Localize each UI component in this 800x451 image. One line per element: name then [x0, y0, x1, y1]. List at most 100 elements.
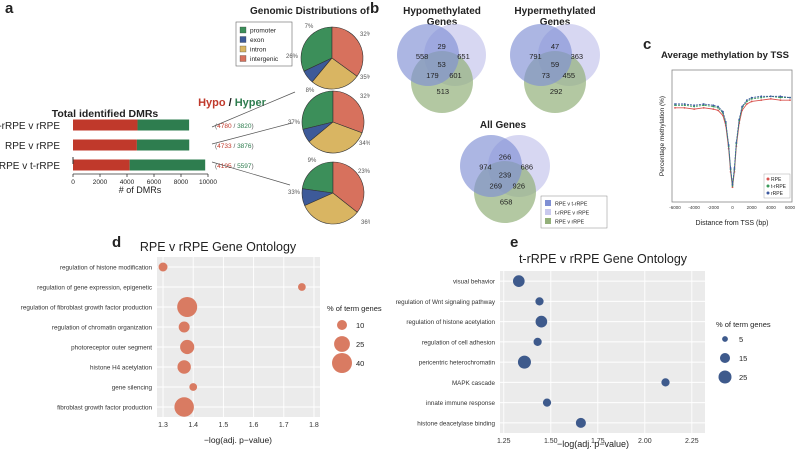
pie-legend-swatch	[239, 45, 247, 53]
go-dot	[178, 321, 190, 333]
pie-slice-label: 35%	[360, 75, 370, 81]
go-e-group: 1.25 1.50 1.75 2.00 2.25 visual behavior regul…	[396, 271, 747, 445]
pie-slice	[308, 121, 363, 154]
line-point	[789, 96, 791, 99]
go-x-tick-label: 1.6	[249, 422, 259, 429]
go-term-label: regulation of histone acetylation	[406, 319, 495, 326]
go-term-label: fibroblast growth factor production	[57, 405, 152, 412]
pie-legend-label: intergenic	[250, 56, 279, 63]
bar-x-tick-label: 6000	[147, 179, 162, 186]
venn-region-count: 658	[500, 198, 513, 207]
panel-label-a: a	[5, 0, 14, 17]
pie-slice	[301, 161, 334, 194]
venn-legend-label: RPE v t-rRPE	[555, 202, 588, 208]
venn-legend-swatch	[545, 200, 551, 206]
go-x-tick-label: 1.5	[219, 422, 229, 429]
panel-label-b: b	[370, 0, 380, 17]
line-point	[769, 97, 772, 100]
go-dot	[542, 398, 552, 407]
line-point	[702, 104, 705, 107]
pie-slice-label: 8%	[306, 88, 315, 94]
venn-region-count: 558	[416, 52, 429, 61]
bar-count-paren: (	[215, 163, 218, 170]
venn-region-count: 266	[499, 153, 512, 162]
pie-slice-label: 7%	[305, 24, 314, 30]
bar-x-tick-label: 2000	[93, 179, 108, 186]
line-group: -6000 -4000 -2000 0 2000 4000 6000 RPEt-rRPErRP…	[669, 95, 796, 210]
venn-legend-box	[540, 195, 608, 229]
line-point	[779, 96, 782, 99]
line-point	[683, 104, 686, 107]
line-x-tick-label: 4000	[766, 205, 777, 210]
line-point	[750, 97, 753, 100]
pie-slice	[301, 90, 334, 130]
bar-count-label: (4780 / 3820)	[215, 123, 254, 130]
bar-count-sep: /	[232, 163, 237, 170]
go-size-legend-dot	[722, 336, 728, 342]
pie-slice-label: 32%	[360, 94, 370, 100]
venn-region-count: 292	[550, 87, 563, 96]
pie-slice	[332, 161, 365, 213]
go-e-size-legend-title: % of term genes	[716, 320, 771, 329]
bar-category-label: RPE v rRPE	[5, 141, 60, 152]
line-x-tick-label: -6000	[669, 205, 681, 210]
line-x-tick-label: 0	[731, 205, 734, 210]
line-point	[683, 103, 686, 105]
venn-region-count: 59	[551, 60, 559, 69]
go-term-label: photoreceptor outer segment	[71, 345, 152, 352]
go-d-size-legend-title: % of term genes	[327, 304, 382, 313]
venn-title: Hypermethylated	[514, 6, 595, 17]
line-point	[712, 104, 715, 107]
go-x-tick-label: 1.7	[279, 422, 289, 429]
venn-region-count: 179	[426, 71, 439, 80]
go-x-tick-label: 1.75	[591, 438, 605, 445]
line-point	[674, 103, 676, 105]
go-size-legend-dot	[719, 352, 731, 364]
pie-connector	[211, 122, 293, 145]
line-x-tick-label: -4000	[688, 205, 700, 210]
bar-count-sep: /	[232, 143, 237, 150]
venn-region-count: 363	[571, 52, 584, 61]
go-term-label: histone deacetylase binding	[417, 420, 495, 427]
line-chart-title: Average methylation by TSS	[661, 50, 789, 61]
line-point	[717, 105, 720, 108]
line-point	[745, 103, 748, 105]
line-point	[693, 108, 696, 111]
go-dot	[517, 355, 531, 369]
go-dot	[177, 297, 198, 317]
venn-region-count: 239	[499, 171, 512, 180]
venn-region-count: 791	[529, 52, 542, 61]
go-term-label: regulation of histone modification	[60, 265, 153, 272]
line-point	[727, 144, 730, 146]
pie-slice	[332, 90, 365, 134]
pie-legend-swatch	[239, 26, 247, 34]
bar-count-label: (4733 / 3876)	[215, 143, 254, 150]
bar-category-label: RPE v t-rRPE	[0, 161, 60, 172]
bar-count-paren: (	[215, 143, 218, 150]
go-dot	[535, 315, 548, 328]
go-term-label: regulation of gene expression, epigeneti…	[37, 285, 152, 292]
venn-title-line2: Genes	[427, 17, 458, 28]
line-point	[760, 96, 763, 99]
bar-x-label: # of DMRs	[119, 185, 162, 195]
line-point	[693, 104, 696, 107]
go-x-tick-label: 1.3	[158, 422, 168, 429]
venn-legend-swatch	[545, 218, 551, 224]
line-legend-label: RPE	[771, 177, 782, 183]
go-e-title: t-rRPE v rRPE Gene Ontology	[519, 252, 688, 266]
go-chart-d: RPE v rRPE Gene Ontology 1.3 1.4 1.5 1.6 1.7…	[21, 240, 382, 445]
line-point	[693, 105, 696, 108]
line-x-tick-label: 6000	[785, 205, 796, 210]
venn-region-count: 47	[551, 42, 559, 51]
bar-hyper-count: 5597	[237, 163, 252, 170]
line-point	[769, 95, 772, 98]
bar-group: t-rRPE v rRPE (4780 / 3820) RPE v rRPE (473…	[0, 91, 296, 186]
pie-legend-label: intron	[250, 47, 267, 54]
line-point	[717, 109, 720, 112]
go-d-group: 1.3 1.4 1.5 1.6 1.7 1.8 regulation of histone …	[21, 257, 364, 429]
go-x-tick-label: 2.00	[638, 438, 652, 445]
go-size-legend-label: 5	[739, 335, 743, 344]
pie-slice-label: 33%	[288, 190, 301, 196]
go-e-x-label: −log(adj. p−value)	[557, 439, 629, 449]
